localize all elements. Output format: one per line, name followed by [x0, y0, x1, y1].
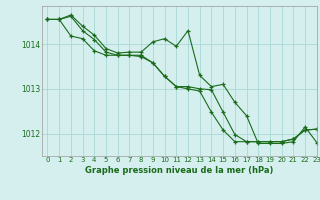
X-axis label: Graphe pression niveau de la mer (hPa): Graphe pression niveau de la mer (hPa) [85, 166, 273, 175]
